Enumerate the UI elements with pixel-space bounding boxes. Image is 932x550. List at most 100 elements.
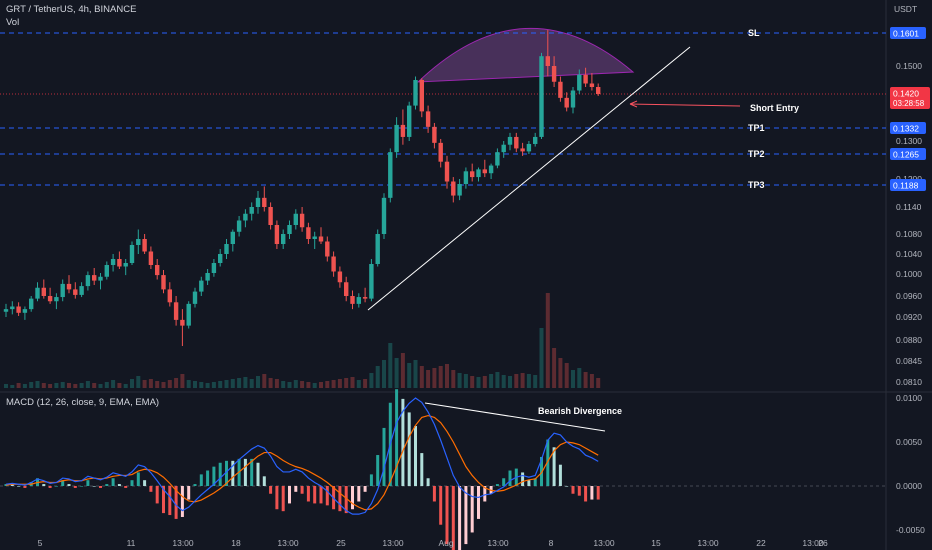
candle-body [337, 271, 343, 283]
macd-histogram-bar [351, 486, 354, 510]
candle-body [564, 97, 569, 108]
candle-body [375, 234, 380, 264]
macd-histogram-bar [86, 480, 90, 486]
volume-bar [205, 383, 210, 388]
macd-histogram-bar [470, 486, 474, 533]
divergence-line [424, 402, 606, 432]
volume-bar [571, 370, 575, 388]
candle-body [85, 275, 91, 287]
volume-bar [337, 379, 342, 388]
candle-body [457, 184, 462, 196]
volume-bar [73, 384, 78, 388]
volume-bar [375, 366, 380, 388]
x-tick-label: 11 [127, 538, 136, 548]
volume-bar [130, 379, 134, 388]
price-tick-label: 0.0810 [896, 377, 922, 387]
volume-bar [438, 366, 443, 388]
candle-body [142, 239, 147, 252]
candle-body [180, 319, 185, 326]
volume-bar [445, 364, 449, 388]
volume-bar [60, 382, 65, 388]
macd-histogram-bar [243, 458, 247, 486]
candle-body [425, 111, 431, 127]
macd-histogram-bar [111, 478, 115, 486]
macd-histogram-bar [306, 486, 310, 502]
support-trendline [367, 46, 691, 311]
macd-histogram-bar [420, 453, 424, 486]
volume-bar [274, 379, 279, 388]
volume-bar [306, 382, 311, 388]
candle-body [281, 234, 286, 244]
currency-label: USDT [894, 4, 917, 14]
macd-histogram-bar [451, 486, 455, 550]
x-tick-label: 26 [818, 538, 828, 548]
price-tick-label: 0.1140 [896, 202, 922, 212]
price-tick-label: 0.0920 [896, 312, 922, 322]
volume-bar [539, 328, 544, 388]
candle-body [293, 213, 298, 225]
macd-histogram-bar [199, 474, 203, 486]
volume-bar [356, 380, 361, 388]
candle-body [583, 74, 588, 84]
volume-bar [344, 378, 349, 388]
x-tick-label: 25 [336, 538, 346, 548]
volume-bar [300, 381, 305, 388]
short-entry-arrow-head [629, 100, 638, 108]
level-badge-text: 0.1265 [893, 150, 919, 160]
volume-bar [526, 374, 531, 388]
candle-body [73, 289, 78, 295]
candle-body [155, 265, 160, 276]
candle-body [577, 74, 582, 91]
macd-histogram-bar [155, 486, 159, 504]
volume-bar [155, 381, 160, 388]
volume-bar [293, 380, 298, 388]
candle-body [400, 124, 406, 137]
volume-bar [476, 377, 481, 388]
volume-bar [331, 380, 336, 388]
volume-bar [533, 375, 538, 388]
candle-body [230, 231, 235, 244]
x-tick-label: 13:00 [697, 538, 719, 548]
candle-body [419, 80, 424, 112]
candle-body [218, 254, 223, 263]
volume-bar [457, 373, 462, 388]
volume-bar [180, 374, 185, 388]
macd-histogram-bar [262, 476, 266, 486]
macd-histogram-bar [117, 484, 121, 486]
volume-bar [193, 381, 197, 388]
x-tick-label: 13:00 [487, 538, 509, 548]
level-badge-tp1 [890, 122, 926, 134]
macd-histogram-bar [48, 486, 52, 488]
candle-body [526, 143, 532, 152]
candle-body [501, 144, 506, 153]
macd-signal-line [5, 414, 599, 511]
candle-body [60, 283, 65, 298]
volume-bar [29, 382, 34, 388]
volume-bar [426, 370, 431, 388]
countdown-text: 03:28:58 [893, 99, 925, 108]
candle-body [369, 264, 374, 299]
x-tick-label: Aug [438, 538, 453, 548]
macd-histogram-bar [395, 389, 399, 486]
volume-bar [218, 381, 223, 388]
volume-bar [85, 381, 90, 388]
macd-histogram-bar [540, 456, 543, 486]
volume-bar [186, 380, 191, 388]
candle-body [495, 152, 500, 166]
volume-bar [400, 353, 405, 388]
candle-body [413, 80, 418, 106]
x-tick-label: 18 [231, 538, 241, 548]
candle-body [350, 296, 355, 304]
macd-histogram-bar [527, 480, 531, 486]
volume-bar [407, 363, 412, 388]
macd-histogram-bar [426, 478, 430, 486]
volume-bar [589, 374, 594, 388]
candle-body [432, 126, 437, 143]
volume-bar [419, 366, 424, 388]
candle-body [199, 280, 204, 292]
candle-body [463, 171, 469, 184]
candle-body [3, 309, 9, 312]
macd-tick-label: 0.0050 [896, 437, 922, 447]
candle-body [161, 275, 166, 290]
